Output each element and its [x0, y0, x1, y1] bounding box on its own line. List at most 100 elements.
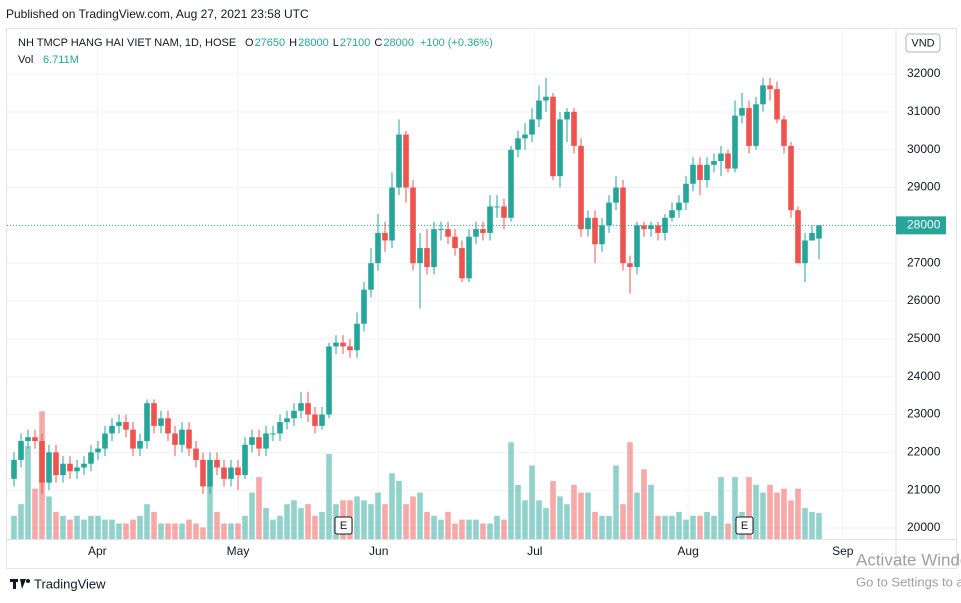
candle-body [424, 248, 430, 267]
currency-box[interactable] [905, 33, 941, 53]
volume-bar [620, 504, 626, 539]
candle-body [39, 441, 45, 483]
earnings-marker[interactable] [735, 516, 754, 535]
change: +100 (+0.36%) [420, 37, 493, 49]
candle-body [816, 225, 822, 239]
currency[interactable]: VND [911, 37, 934, 49]
price-label-box [896, 216, 946, 235]
volume-bar [18, 504, 24, 539]
volume-bar [403, 504, 409, 539]
volume-bar [88, 515, 94, 539]
y-tick-label: 27000 [907, 255, 941, 269]
volume-bar [508, 442, 514, 539]
volume-bar [487, 523, 493, 539]
candle-body [242, 444, 248, 476]
x-tick-label: Jul [527, 544, 542, 558]
volume-bar [438, 519, 444, 539]
volume-bar [193, 523, 199, 539]
volume-bar [67, 519, 73, 539]
candle-body [333, 342, 339, 347]
volume-bar [641, 469, 647, 539]
volume-bar [179, 523, 185, 539]
candle-body [452, 236, 458, 249]
candle-body [501, 206, 507, 218]
volume-bar [473, 519, 479, 539]
candle-body [725, 153, 731, 169]
x-tick-label: May [227, 544, 250, 558]
volume-bar [431, 515, 437, 539]
volume-bar [732, 477, 738, 539]
candle-body [46, 452, 52, 483]
volume-bar [389, 473, 395, 539]
volume-bar [270, 519, 276, 539]
watermark: Activate Windows [856, 550, 961, 569]
volume-bar [424, 511, 430, 539]
candle-body [228, 467, 234, 479]
x-tick-label: Apr [88, 544, 107, 558]
candle-body [466, 236, 472, 279]
candle-body [361, 289, 367, 324]
volume-bar [382, 504, 388, 539]
volume-bar [158, 523, 164, 539]
volume-bar [585, 492, 591, 539]
volume-title: Vol [18, 54, 33, 66]
volume-bar [592, 511, 598, 539]
earnings-marker[interactable] [334, 516, 353, 535]
candle-body [221, 467, 227, 479]
volume-bar [711, 515, 717, 539]
earnings-label[interactable]: E [741, 520, 748, 532]
candle-body [697, 164, 703, 180]
volume-bar [662, 515, 668, 539]
volume-bar [753, 484, 759, 539]
volume-bar [627, 442, 633, 539]
candle-body [480, 229, 486, 233]
candle-body [312, 414, 318, 426]
y-tick-label: 24000 [907, 369, 941, 383]
candle-body [249, 437, 255, 445]
ohlc-letter: H [289, 37, 297, 49]
volume-bar [305, 504, 311, 539]
candle-body [669, 210, 675, 218]
volume-bar [543, 508, 549, 539]
candle-body [438, 229, 444, 231]
ohlc-letter: O [245, 37, 254, 49]
y-tick-label: 23000 [907, 407, 941, 421]
volume-bar [326, 453, 332, 539]
candle-body [459, 248, 465, 279]
volume-bar [718, 477, 724, 539]
y-tick-label: 22000 [907, 445, 941, 459]
earnings-label[interactable]: E [340, 520, 347, 532]
volume-bar [410, 496, 416, 539]
volume-bar [480, 523, 486, 539]
volume-bar [781, 488, 787, 539]
candle-body [326, 346, 332, 415]
candle-body [543, 96, 549, 101]
candle-body [347, 346, 353, 351]
volume-bar [60, 515, 66, 539]
volume-bar [613, 465, 619, 539]
candle-body [557, 119, 563, 177]
volume-bar [760, 492, 766, 539]
volume-bar [655, 515, 661, 539]
price-label: 28000 [907, 218, 941, 232]
candle-body [655, 225, 661, 233]
candle-body [102, 433, 108, 449]
volume-bar [368, 504, 374, 539]
candle-body [151, 403, 157, 426]
candle-body [235, 467, 241, 476]
candle-body [11, 459, 17, 479]
candle-body [431, 229, 437, 267]
volume-bar [809, 511, 815, 539]
volume-value: 6.711M [43, 54, 79, 66]
volume-bar [361, 500, 367, 539]
volume-bar [11, 515, 17, 539]
volume-bar [165, 523, 171, 539]
candle-body [781, 119, 787, 146]
y-tick-label: 30000 [907, 142, 941, 156]
volume-bar [571, 484, 577, 539]
volume-bar [214, 511, 220, 539]
candle-body [158, 418, 164, 426]
volume-bar [74, 515, 80, 539]
volume-bar [235, 523, 241, 539]
